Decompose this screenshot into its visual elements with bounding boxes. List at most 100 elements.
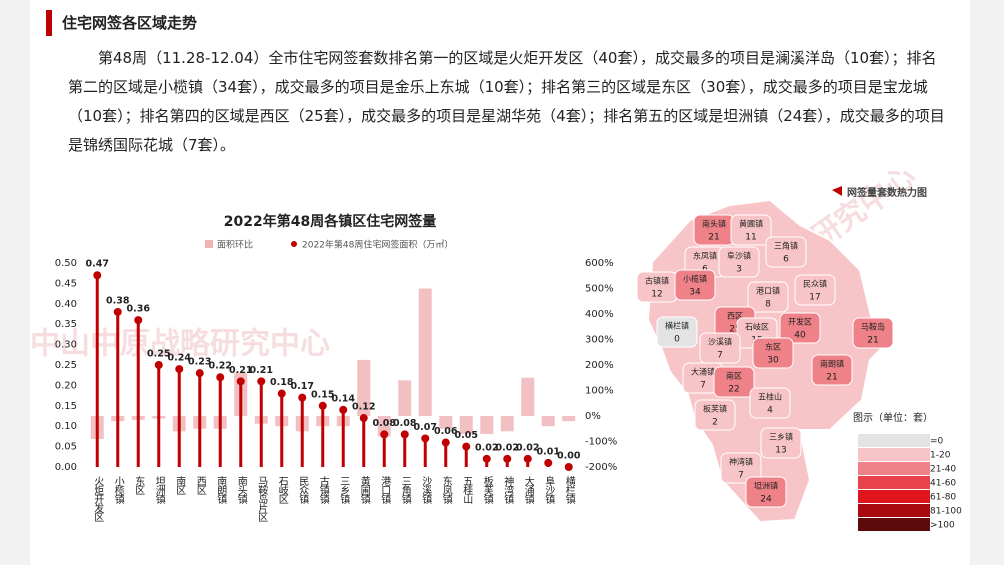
district <box>794 274 836 306</box>
section-title: 住宅网签各区域走势 <box>62 14 198 32</box>
district <box>752 337 794 369</box>
legend-label: 面积环比 <box>217 239 253 251</box>
bar <box>500 416 514 432</box>
district-name: 板芙镇 <box>703 404 727 414</box>
district-name: 西区 <box>727 312 743 321</box>
lollipop-head <box>462 442 471 451</box>
district <box>656 316 698 348</box>
data-label: 0.21 <box>250 365 273 376</box>
lollipop-head <box>93 271 102 280</box>
x-tick-label: 东凤镇 <box>440 475 452 505</box>
district-value: 0 <box>674 335 680 345</box>
district-value: 21 <box>826 373 837 383</box>
district <box>674 269 716 301</box>
data-label: 0.25 <box>147 349 170 360</box>
y-tick-label: 0.15 <box>55 401 77 412</box>
x-tick-label: 小榄镇 <box>112 476 124 505</box>
lollipop-head <box>175 365 184 374</box>
district-name: 黄圃镇 <box>739 219 763 229</box>
bar <box>377 416 391 437</box>
lollipop-head <box>544 458 553 467</box>
x-tick-label: 南区 <box>174 475 186 495</box>
district-value: 8 <box>765 300 771 310</box>
district-value: 7 <box>700 381 706 391</box>
x-tick-label: 马鞍岛片区 <box>256 476 268 522</box>
district-value: 25 <box>729 325 740 335</box>
legend-swatch <box>858 476 930 489</box>
district-value: 7 <box>738 471 744 481</box>
district-value: 40 <box>794 331 806 341</box>
map-title: 网签量套数热力图 <box>847 186 927 199</box>
legend-swatch <box>858 448 930 461</box>
lollipop-head <box>359 414 368 423</box>
y2-tick-label: 400% <box>585 309 614 320</box>
district-name: 五桂山 <box>758 392 782 402</box>
y-tick-label: 0.00 <box>55 462 77 473</box>
y2-tick-label: -100% <box>585 437 617 448</box>
data-label: 0.07 <box>414 422 437 433</box>
legend-swatch <box>205 240 213 248</box>
lollipop-head <box>564 463 573 471</box>
district <box>779 312 821 344</box>
lollipop-head <box>421 434 430 443</box>
legend-label: 1-20 <box>930 451 951 461</box>
district <box>720 452 762 484</box>
data-label: 0.08 <box>373 418 397 429</box>
district <box>713 366 755 398</box>
chart-title: 2022年第48周各镇区住宅网签量 <box>224 213 436 230</box>
legend-label: 81-100 <box>930 507 962 517</box>
district-value: 7 <box>717 351 723 361</box>
y-tick-label: 0.20 <box>55 380 77 391</box>
y-tick-label: 0.50 <box>55 258 77 269</box>
district-name: 神湾镇 <box>729 457 753 467</box>
legend-swatch <box>858 434 930 447</box>
district-name: 三角镇 <box>774 241 798 251</box>
data-label: 0.17 <box>291 381 314 392</box>
y-tick-label: 0.30 <box>55 340 77 351</box>
lollipop-head <box>236 377 245 386</box>
x-tick-label: 古镇镇 <box>317 475 329 505</box>
district-name: 横栏镇 <box>665 321 689 331</box>
district <box>749 387 791 419</box>
district-value: 2 <box>712 418 718 428</box>
legend-swatch <box>858 504 930 517</box>
data-label: 0.05 <box>455 430 478 441</box>
x-tick-label: 坦洲镇 <box>153 475 165 505</box>
x-tick-label: 横栏镇 <box>563 475 575 505</box>
x-tick-label: 三角镇 <box>399 476 411 505</box>
data-label: 0.01 <box>537 446 560 457</box>
data-label: 0.47 <box>86 259 109 270</box>
data-label: 0.38 <box>106 295 130 306</box>
summary: 第48周（11.28-12.04）全市住宅网签套数排名第一的区域是火炬开发区（4… <box>68 49 945 154</box>
lollipop-head <box>400 430 409 439</box>
legend-swatch <box>858 490 930 503</box>
bar <box>439 416 453 429</box>
data-label: 0.15 <box>311 389 334 400</box>
district <box>760 427 802 459</box>
district <box>765 236 807 268</box>
district-value: 13 <box>775 446 786 456</box>
lollipop-head <box>298 393 307 402</box>
data-label: 0.21 <box>229 365 252 376</box>
district-name: 三乡镇 <box>769 432 793 442</box>
legend-label: 41-60 <box>930 479 956 489</box>
title-bar <box>46 10 52 36</box>
y-tick-label: 0.05 <box>55 442 77 453</box>
district-name: 开发区 <box>788 317 812 327</box>
district-value: 21 <box>867 336 878 346</box>
bar <box>541 416 555 427</box>
legend-label: 2022年第48周住宅网签面积（万㎡） <box>302 239 453 251</box>
y2-tick-label: 100% <box>585 386 614 397</box>
x-tick-label: 大涌镇 <box>522 475 534 505</box>
data-label: 0.36 <box>127 304 151 315</box>
bar <box>521 377 535 416</box>
bar <box>480 416 494 434</box>
x-tick-label: 西区 <box>194 476 206 495</box>
district-name: 古镇镇 <box>645 276 669 286</box>
district-value: 30 <box>767 356 779 366</box>
data-label: 0.02 <box>516 442 539 453</box>
data-label: 0.06 <box>434 426 458 437</box>
x-tick-label: 石岐区 <box>276 476 288 504</box>
bar <box>357 359 371 416</box>
